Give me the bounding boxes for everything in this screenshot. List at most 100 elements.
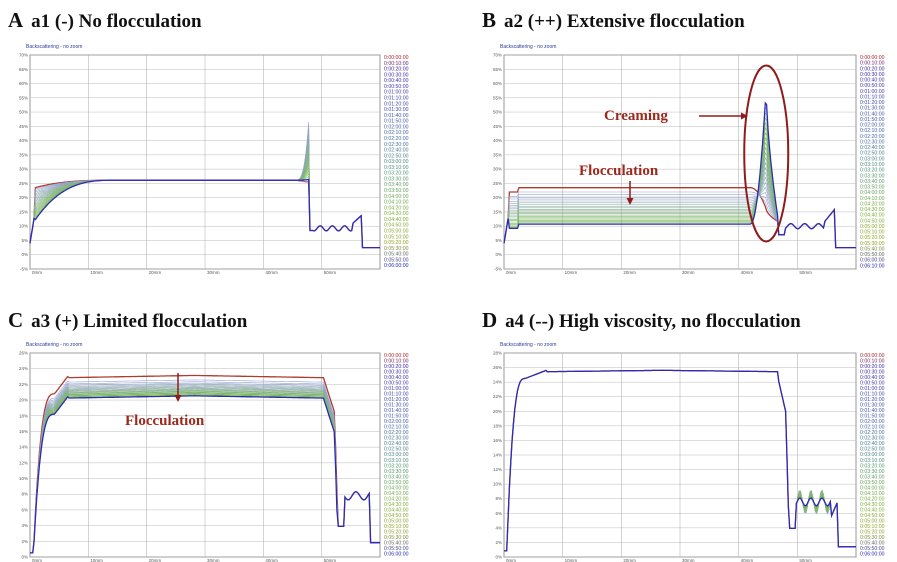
legend-entry: 0:03:30:00 [860,469,885,475]
legend-entry: 0:01:40:00 [384,408,409,414]
backscattering-curve [30,386,380,554]
panel-a-letter: A [8,8,24,32]
backscattering-curve [29,178,380,249]
legend-entry: 0:05:00:00 [384,518,409,524]
legend-entry: 0:01:50:00 [860,117,885,123]
x-tick-label: 30mm [207,270,220,275]
flocculation-arrow-head [174,395,182,402]
x-tick-label: 30mm [207,558,220,562]
legend-entry: 0:05:30:00 [860,535,885,541]
legend-entry: 0:04:50:00 [860,513,885,519]
legend-entry: 0:03:10:00 [860,162,885,168]
legend-entry: 0:05:10:00 [860,230,885,236]
legend-entry: 0:03:50:00 [860,480,885,486]
legend-entry: 0:01:30:00 [860,403,885,409]
legend-entry: 0:03:10:00 [384,458,409,464]
y-tick-label: 20% [19,398,28,403]
x-tick-label: 10mm [90,558,103,562]
legend-entry: 0:02:00:00 [384,124,409,130]
legend-entry: 0:00:50:00 [384,381,409,387]
backscattering-curve [30,388,380,554]
y-tick-label: 12% [493,467,502,472]
flocculation-label: Flocculation [579,163,659,179]
legend-entry: 0:03:30:00 [860,173,885,179]
legend-entry: 0:04:20:00 [384,496,409,502]
legend-entry: 0:00:20:00 [384,67,409,73]
legend-entry: 0:06:10:00 [860,263,885,269]
legend-entry: 0:00:20:00 [860,66,885,72]
legend-entry: 0:02:40:00 [860,145,885,151]
backscattering-curve [30,379,380,554]
legend-entry: 0:03:20:00 [384,463,409,469]
creaming-ellipse [743,64,790,243]
legend-entry: 0:03:50:00 [860,185,885,191]
y-tick-label: 65% [493,67,502,72]
legend-entry: 0:03:20:00 [860,168,885,174]
x-tick-label: 40mm [265,558,278,562]
y-tick-label: 65% [19,67,28,72]
legend-entry: 0:00:00:00 [384,55,409,61]
y-tick-label: 20% [19,195,28,200]
y-tick-label: 18% [493,423,502,428]
y-tick-label: 40% [493,138,502,143]
legend-entry: 0:01:50:00 [384,119,409,125]
legend-entry: 0:00:10:00 [860,61,885,67]
backscattering-curve [30,383,380,554]
legend-entry: 0:05:40:00 [860,246,885,252]
legend-entry: 0:04:10:00 [860,196,885,202]
panel-b-label: a2 (++) Extensive flocculation [504,11,745,32]
legend-entry: 0:04:50:00 [384,513,409,519]
backscattering-curve [503,101,856,249]
y-tick-label: 10% [19,224,28,229]
legend-entry: 0:04:10:00 [384,491,409,497]
legend-entry: 0:02:00:00 [860,419,885,425]
legend-entry: 0:02:50:00 [384,153,409,159]
legend-entry: 0:03:00:00 [860,156,885,162]
legend-entry: 0:03:10:00 [860,458,885,464]
legend-entry: 0:00:00:00 [384,353,409,359]
x-tick-label: 50mm [799,270,812,275]
y-tick-label: 28% [493,351,502,356]
legend-entry: 0:06:00:00 [860,258,885,264]
legend-entry: 0:03:00:00 [384,452,409,458]
y-tick-label: 2% [21,539,28,544]
y-tick-label: 55% [493,95,502,100]
legend-entry: 0:00:50:00 [384,84,409,90]
legend-entry: 0:02:30:00 [384,436,409,442]
legend-entry: 0:04:00:00 [860,485,885,491]
legend-entry: 0:05:00:00 [860,518,885,524]
legend-entry: 0:05:30:00 [384,535,409,541]
legend-entry: 0:02:00:00 [860,123,885,129]
legend-entry: 0:00:00:00 [860,353,885,359]
legend-entry: 0:05:10:00 [384,234,409,240]
legend-entry: 0:02:40:00 [860,441,885,447]
curves-group [504,369,856,552]
legend-entry: 0:01:20:00 [384,397,409,403]
legend-entry: 0:01:00:00 [384,386,409,392]
legend-entry: 0:04:30:00 [384,502,409,508]
x-tick-label: 50mm [324,558,337,562]
legend-entry: 0:05:30:00 [384,246,409,252]
legend-entry: 0:05:50:00 [384,546,409,552]
legend-entry: 0:03:00:00 [860,452,885,458]
legend-entry: 0:03:40:00 [860,474,885,480]
y-tick-label: 5% [21,238,28,243]
x-tick-label: 20mm [149,270,162,275]
legend-entry: 0:03:30:00 [384,469,409,475]
legend-entry: 0:00:20:00 [384,364,409,370]
legend-entry: 0:02:50:00 [384,447,409,453]
flocculation-label: Flocculation [125,413,205,429]
legend-entry: 0:02:20:00 [384,136,409,142]
legend-entry: 0:02:10:00 [384,425,409,431]
legend-entry: 0:03:20:00 [384,171,409,177]
legend-entry: 0:05:00:00 [384,229,409,235]
y-tick-label: 4% [21,523,28,528]
legend-entry: 0:00:10:00 [860,359,885,365]
chart-header: Backscattering - no zoom [500,44,556,50]
y-tick-label: 35% [19,152,28,157]
y-tick-label: 50% [493,110,502,115]
backscattering-curve [30,374,380,554]
y-tick-label: -5% [20,267,28,272]
